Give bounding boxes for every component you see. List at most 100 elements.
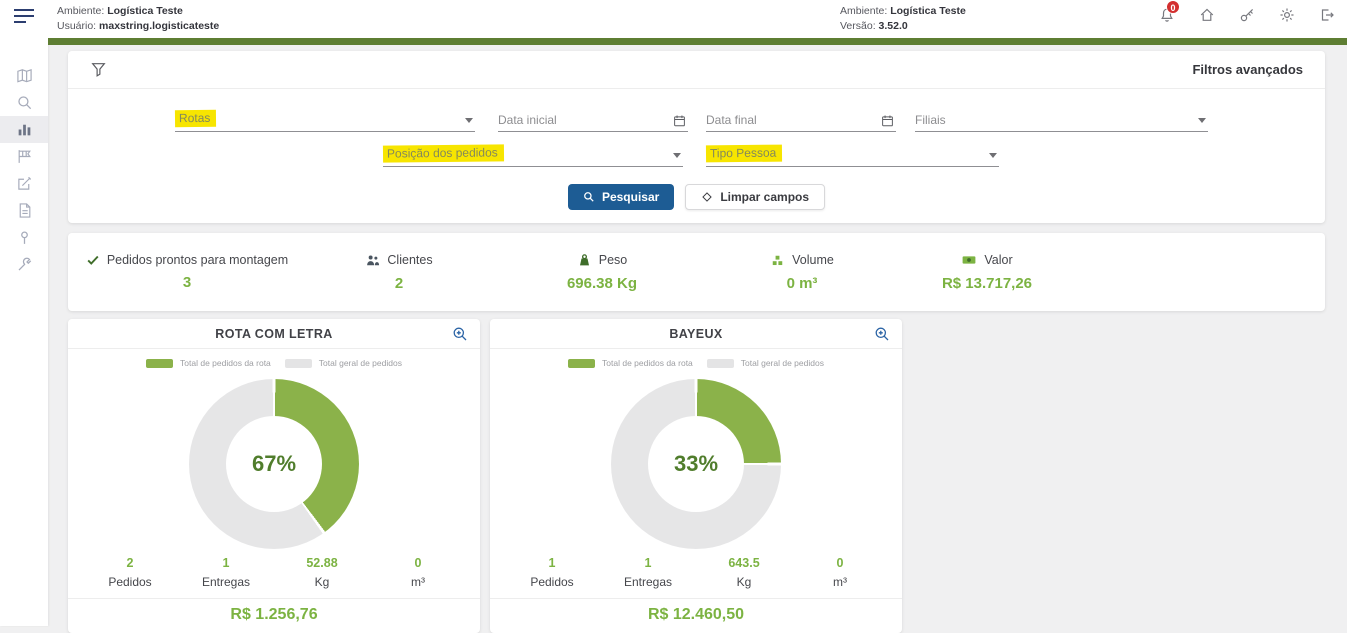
donut-percent-label: 67%	[252, 451, 296, 477]
zoom-in-icon[interactable]	[452, 326, 468, 342]
usuario-label: Usuário:	[57, 20, 96, 32]
filters-panel: Filtros avançados Rotas Data inicial Dat…	[68, 51, 1325, 223]
chart-legend: Total de pedidos da rota Total geral de …	[490, 352, 902, 374]
logout-icon[interactable]	[1319, 7, 1335, 23]
key-icon[interactable]	[1239, 7, 1255, 23]
filiais-label: Filiais	[915, 113, 946, 127]
legend-swatch-geral	[707, 359, 734, 368]
legend-swatch-rota	[568, 359, 595, 368]
data-final-label: Data final	[706, 113, 757, 127]
chevron-down-icon	[1198, 118, 1206, 123]
search-icon	[16, 94, 33, 111]
environment-info-left: Ambiente: Logística Teste Usuário: maxst…	[57, 4, 219, 34]
posicao-pedidos-label: Posição dos pedidos	[383, 144, 504, 162]
home-icon[interactable]	[1199, 7, 1215, 23]
route-card-rota-com-letra: ROTA COM LETRA Total de pedidos da rota …	[68, 319, 480, 633]
search-icon	[583, 191, 595, 203]
calendar-icon[interactable]	[881, 114, 894, 127]
summary-valor: Valor R$ 13.717,26	[894, 252, 1080, 292]
data-final-input[interactable]: Data final	[706, 106, 896, 132]
sidebar-item-tools[interactable]	[0, 251, 48, 278]
brand-accent-bar	[48, 38, 1347, 45]
notification-badge: 0	[1166, 0, 1180, 14]
usuario-value: maxstring.logisticateste	[99, 20, 219, 32]
ambiente-value: Logística Teste	[107, 5, 183, 17]
summary-strip: Pedidos prontos para montagem 3 Clientes…	[68, 233, 1325, 311]
summary-volume: Volume 0 m³	[710, 253, 894, 292]
data-inicial-label: Data inicial	[498, 113, 557, 127]
sidebar-item-map[interactable]	[0, 62, 48, 89]
route-card-total: R$ 1.256,76	[68, 598, 480, 633]
route-card-title: ROTA COM LETRA	[215, 327, 332, 341]
donut-percent-label: 33%	[674, 451, 718, 477]
legend-swatch-geral	[285, 359, 312, 368]
topbar: Ambiente: Logística Teste Usuário: maxst…	[0, 0, 1347, 38]
versao-value: 3.52.0	[879, 20, 908, 32]
ambiente-value: Logística Teste	[890, 5, 966, 17]
gear-icon[interactable]	[1279, 7, 1295, 23]
flag-icon	[16, 148, 33, 165]
posicao-pedidos-select[interactable]: Posição dos pedidos	[383, 141, 683, 167]
environment-info-center: Ambiente: Logística Teste Versão: 3.52.0	[840, 4, 966, 34]
topbar-actions: 0	[1159, 7, 1335, 23]
summary-value: R$ 13.717,26	[894, 275, 1080, 292]
eraser-icon	[701, 191, 713, 203]
sidebar-item-routes[interactable]	[0, 143, 48, 170]
tipo-pessoa-select[interactable]: Tipo Pessoa	[706, 141, 999, 167]
people-icon	[365, 253, 380, 268]
chart-legend: Total de pedidos da rota Total geral de …	[68, 352, 480, 374]
donut-chart[interactable]: 67%	[189, 379, 359, 549]
sidebar-item-edit[interactable]	[0, 170, 48, 197]
bar-chart-icon	[16, 121, 33, 138]
summary-pedidos-prontos: Pedidos prontos para montagem 3	[70, 253, 304, 291]
wrench-icon	[16, 256, 33, 273]
route-card-stats: 2 Pedidos 1 Entregas 52.88 Kg 0 m³	[68, 556, 480, 589]
sidebar-item-dashboard[interactable]	[0, 116, 48, 143]
summary-value: 696.38 Kg	[494, 275, 710, 292]
data-inicial-input[interactable]: Data inicial	[498, 106, 688, 132]
menu-icon[interactable]	[14, 9, 36, 27]
legend-swatch-rota	[146, 359, 173, 368]
ambiente-label: Ambiente:	[57, 5, 104, 17]
zoom-in-icon[interactable]	[874, 326, 890, 342]
rotas-select[interactable]: Rotas	[175, 106, 475, 132]
limpar-campos-button[interactable]: Limpar campos	[685, 184, 825, 210]
route-card-stats: 1 Pedidos 1 Entregas 643.5 Kg 0 m³	[490, 556, 902, 589]
filiais-select[interactable]: Filiais	[915, 106, 1208, 132]
check-icon	[86, 253, 100, 267]
tipo-pessoa-label: Tipo Pessoa	[706, 145, 782, 163]
edit-icon	[16, 175, 33, 192]
sidebar	[0, 38, 48, 626]
summary-peso: Peso 696.38 Kg	[494, 253, 710, 292]
route-cards-row: ROTA COM LETRA Total de pedidos da rota …	[68, 319, 1325, 633]
rotas-label: Rotas	[175, 110, 217, 127]
summary-value: 0 m³	[710, 275, 894, 292]
bell-icon[interactable]: 0	[1159, 7, 1175, 23]
route-card-title: BAYEUX	[669, 327, 722, 341]
volume-icon	[770, 253, 785, 268]
versao-label: Versão:	[840, 20, 876, 32]
pesquisar-button[interactable]: Pesquisar	[568, 184, 674, 210]
map-icon	[16, 67, 33, 84]
chevron-down-icon	[673, 153, 681, 158]
calendar-icon[interactable]	[673, 114, 686, 127]
chevron-down-icon	[465, 118, 473, 123]
chevron-down-icon	[989, 153, 997, 158]
sidebar-item-documents[interactable]	[0, 197, 48, 224]
route-card-bayeux: BAYEUX Total de pedidos da rota Total ge…	[490, 319, 902, 633]
document-icon	[16, 202, 33, 219]
route-card-total: R$ 12.460,50	[490, 598, 902, 633]
sidebar-item-locations[interactable]	[0, 224, 48, 251]
main-content: Filtros avançados Rotas Data inicial Dat…	[48, 45, 1347, 626]
summary-clientes: Clientes 2	[304, 253, 494, 292]
donut-chart[interactable]: 33%	[611, 379, 781, 549]
summary-value: 3	[70, 274, 304, 291]
filter-funnel-icon[interactable]	[90, 61, 107, 78]
filters-panel-title: Filtros avançados	[1192, 62, 1303, 77]
weight-icon	[577, 253, 592, 268]
money-icon	[961, 252, 977, 268]
sidebar-item-search[interactable]	[0, 89, 48, 116]
location-pin-icon	[16, 229, 33, 246]
ambiente-label: Ambiente:	[840, 5, 887, 17]
summary-value: 2	[304, 275, 494, 292]
